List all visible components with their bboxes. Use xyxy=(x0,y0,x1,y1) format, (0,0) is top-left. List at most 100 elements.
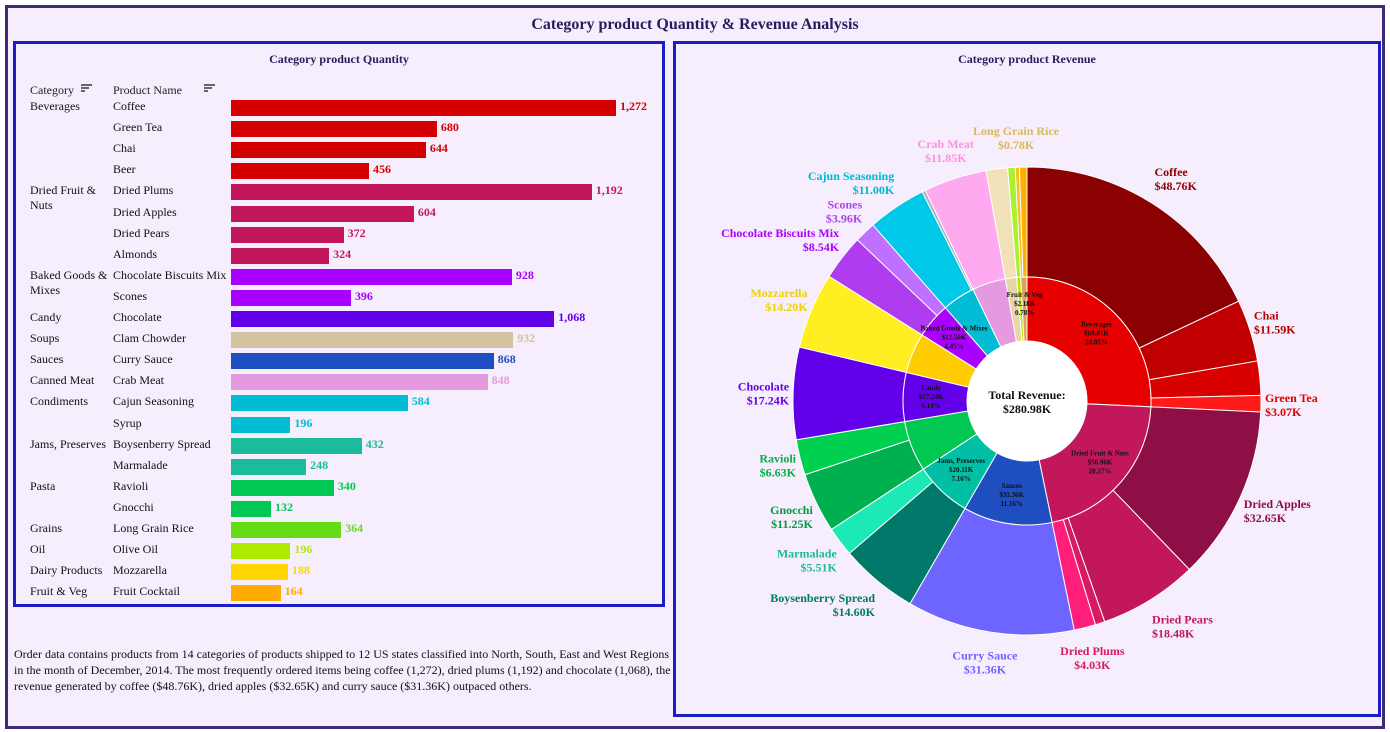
quantity-bar[interactable] xyxy=(231,289,351,306)
category-label: Soups xyxy=(30,331,60,346)
category-slice-label: 0.78% xyxy=(1015,309,1034,317)
quantity-bar[interactable] xyxy=(231,226,344,243)
product-slice-value: $17.24K xyxy=(747,393,790,407)
category-slice-label: Dried Fruit & Nuts xyxy=(1071,449,1129,457)
product-label: Syrup xyxy=(113,415,142,430)
product-slice-name: Coffee xyxy=(1154,165,1188,179)
sort-product-icon[interactable] xyxy=(204,84,215,93)
product-slice-name: Dried Pears xyxy=(1152,613,1213,627)
quantity-bar[interactable] xyxy=(231,163,370,180)
quantity-panel: Category product Quantity Category Produ… xyxy=(13,41,665,607)
quantity-bar[interactable] xyxy=(231,205,414,222)
quantity-data-label: 456 xyxy=(373,162,392,177)
quantity-bar[interactable] xyxy=(231,395,408,412)
product-label: Boysenberry Spread xyxy=(113,436,211,451)
product-slice-value: $11.25K xyxy=(771,517,813,531)
product-slice-value: $4.03K xyxy=(1074,658,1111,672)
product-slice-value: $14.20K xyxy=(765,300,808,314)
quantity-bar[interactable] xyxy=(231,121,437,138)
product-slice-value: $5.51K xyxy=(800,561,837,575)
product-slice-name: Green Tea xyxy=(1265,391,1318,405)
quantity-data-label: 248 xyxy=(310,457,329,472)
product-label: Dried Plums xyxy=(113,183,174,198)
quantity-data-label: 1,272 xyxy=(620,99,647,113)
category-label: Canned Meat xyxy=(30,373,95,388)
product-label: Almonds xyxy=(113,246,158,261)
quantity-bar[interactable] xyxy=(231,374,488,391)
quantity-data-label: 1,192 xyxy=(595,183,623,198)
quantity-data-label: 604 xyxy=(417,204,436,219)
quantity-bar[interactable] xyxy=(231,142,426,159)
product-slice-name: Long Grain Rice xyxy=(973,124,1060,138)
quantity-bar[interactable] xyxy=(231,100,616,116)
quantity-data-label: 364 xyxy=(345,521,364,535)
product-label: Olive Oil xyxy=(113,542,158,557)
quantity-bar[interactable] xyxy=(231,585,281,602)
quantity-bar[interactable] xyxy=(231,416,291,433)
product-label: Ravioli xyxy=(113,478,149,493)
product-slice-name: Gnocchi xyxy=(770,503,813,517)
product-label: Scones xyxy=(113,288,147,303)
category-label: Beverages xyxy=(30,99,80,113)
category-slice-label: $2.18K xyxy=(1014,300,1036,308)
quantity-data-label: 644 xyxy=(429,141,448,156)
product-label: Curry Sauce xyxy=(113,352,173,367)
category-slice-label: $31.36K xyxy=(999,491,1024,499)
quantity-bar[interactable] xyxy=(231,458,307,475)
product-slice-value: $48.76K xyxy=(1154,179,1197,193)
category-label: Pasta xyxy=(30,478,56,493)
quantity-data-label: 340 xyxy=(337,478,356,493)
category-slice-label: 6.14% xyxy=(921,402,940,410)
category-slice-label: Baked Goods & Mixes xyxy=(920,325,987,333)
quantity-bar[interactable] xyxy=(231,437,362,454)
category-slice-label: $17.24K xyxy=(919,393,944,401)
category-column-header: Category xyxy=(30,83,74,97)
product-slice-name: Dried Plums xyxy=(1060,644,1125,658)
product-slice-value: $6.63K xyxy=(760,466,797,480)
product-slice-name: Mozzarella xyxy=(750,286,807,300)
quantity-bar[interactable] xyxy=(231,479,334,496)
quantity-data-label: 324 xyxy=(333,246,352,261)
product-label: Dried Pears xyxy=(113,225,170,240)
quantity-bar[interactable] xyxy=(231,500,271,517)
product-slice-value: $3.07K xyxy=(1265,405,1302,419)
quantity-data-label: 932 xyxy=(517,331,536,346)
quantity-bar[interactable] xyxy=(231,247,330,264)
category-slice-label: Fruit & Veg xyxy=(1007,291,1043,299)
total-revenue-label: Total Revenue: xyxy=(988,388,1065,402)
product-label: Mozzarella xyxy=(113,563,167,578)
quantity-bar[interactable] xyxy=(231,353,494,370)
product-label: Green Tea xyxy=(113,120,163,135)
product-slice-value: $0.78K xyxy=(998,138,1035,152)
product-slice-name: Marmalade xyxy=(777,547,838,561)
quantity-data-label: 188 xyxy=(291,563,310,578)
quantity-data-label: 680 xyxy=(440,120,459,135)
product-slice-value: $31.36K xyxy=(964,663,1007,677)
quantity-data-label: 132 xyxy=(274,499,293,514)
category-slice-label: 4.45% xyxy=(944,343,963,351)
quantity-bar[interactable] xyxy=(231,564,288,581)
quantity-data-label: 928 xyxy=(515,267,534,282)
product-label: Gnocchi xyxy=(113,499,154,514)
product-slice-value: $14.60K xyxy=(833,605,876,619)
quantity-bar[interactable] xyxy=(231,268,512,285)
quantity-panel-title: Category product Quantity xyxy=(269,52,409,66)
category-slice-label: Beverages xyxy=(1081,321,1112,329)
category-label: Sauces xyxy=(30,352,64,367)
category-slice-label: 20.27% xyxy=(1089,467,1112,475)
sort-category-icon[interactable] xyxy=(81,84,92,93)
quantity-data-label: 584 xyxy=(411,394,430,409)
product-slice-value: $11.85K xyxy=(925,151,967,165)
revenue-panel: Category product Revenue Total Revenue: $… xyxy=(673,41,1381,717)
quantity-data-label: 164 xyxy=(284,584,303,599)
quantity-bar[interactable] xyxy=(231,332,514,349)
quantity-bar[interactable] xyxy=(231,543,291,560)
quantity-bar[interactable] xyxy=(231,311,555,327)
category-slice-label: 7.16% xyxy=(951,475,970,483)
quantity-bar[interactable] xyxy=(231,522,342,538)
product-label: Dried Apples xyxy=(113,204,177,219)
dashboard-title: Category product Quantity & Revenue Anal… xyxy=(531,16,859,33)
quantity-bar[interactable] xyxy=(231,184,592,201)
product-label: Coffee xyxy=(113,99,146,113)
product-slice-name: Boysenberry Spread xyxy=(770,591,875,605)
